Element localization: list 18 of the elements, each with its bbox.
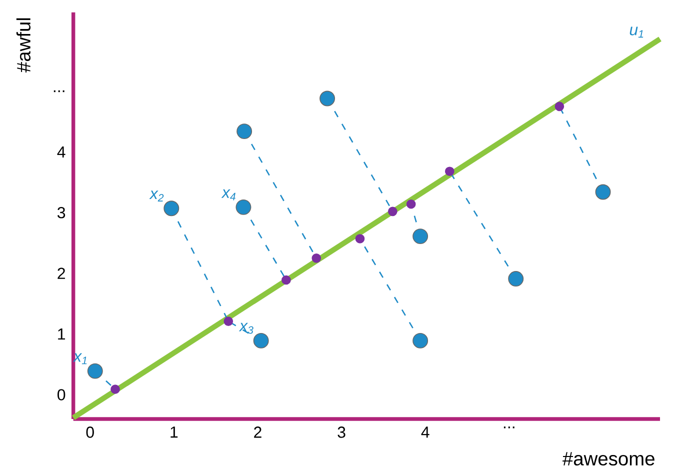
x-axis-title: #awesome [562, 452, 654, 466]
x-tick-label: 0 [86, 426, 94, 438]
y-tick-label: 3 [57, 206, 66, 218]
x-tick-label: 3 [338, 426, 346, 438]
annotation: x$_{3}$ [238, 322, 254, 334]
y-tick-label: ... [54, 90, 64, 92]
x-tick-label: 2 [254, 426, 262, 438]
x-tick-label: 1 [170, 426, 178, 438]
x-tick-label: ... [504, 426, 514, 428]
annotation: u$_{1}$ [630, 26, 644, 38]
x-tick-label: 4 [421, 426, 430, 438]
y-tick-label: 0 [58, 389, 66, 400]
y-tick-label: 2 [58, 268, 65, 279]
annotation: x$_{4}$ [221, 189, 236, 200]
y-tick-label: 1 [58, 328, 65, 340]
annotation: x$_{2}$ [149, 190, 164, 202]
y-tick-label: 4 [57, 146, 66, 158]
y-axis-title: #awful [16, 18, 31, 72]
